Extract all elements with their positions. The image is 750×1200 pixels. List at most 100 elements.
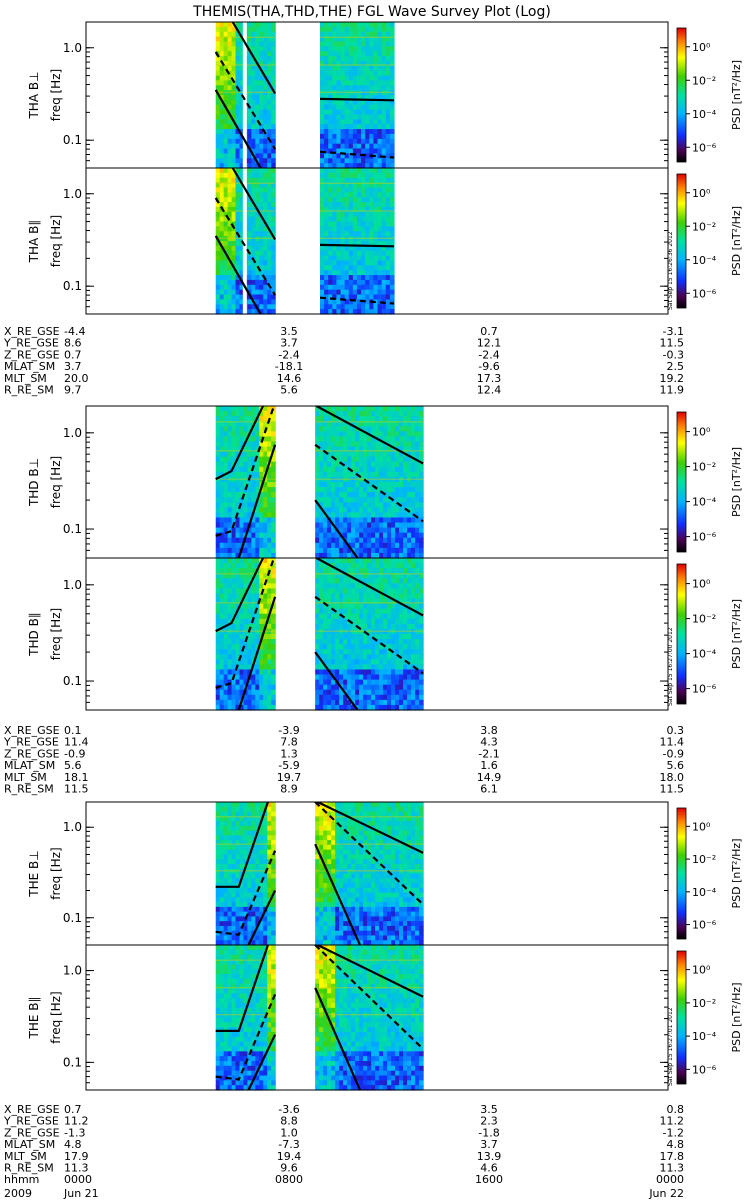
spectrogram-interval (215, 945, 276, 1091)
ephemeris-value: 14.9 (477, 771, 502, 784)
ephemeris-row-name: X_RE_GSE (4, 1103, 60, 1116)
ephemeris-value: 0.7 (480, 325, 498, 338)
ephemeris-value: 17.8 (660, 1150, 685, 1163)
colorbar-label: PSD [nT²/Hz] (730, 599, 743, 669)
colorbar-tick-label: 10⁻² (692, 220, 716, 233)
ephemeris-row-name: MLT_SM (4, 1150, 47, 1163)
spectrogram-interval (215, 168, 276, 315)
curve-dashed_a (215, 558, 275, 689)
generation-timestamp: Sat Sep 15 16:26:36 2012 (667, 231, 674, 310)
ephemeris-value: 9.7 (64, 384, 82, 397)
y-tick-label: 1.0 (63, 820, 82, 834)
panel-frame (85, 944, 669, 1091)
ephemeris-value: -18.1 (275, 360, 303, 373)
ephemeris-value: 5.6 (667, 759, 685, 772)
colorbar-tick-label: 10⁻² (692, 613, 716, 626)
curve-dashed_c (314, 945, 424, 1050)
ephemeris-value: -2.4 (478, 348, 499, 361)
ephemeris-value: 3.7 (480, 1138, 498, 1151)
ephemeris-value: 4.6 (480, 1162, 498, 1175)
colorbar-tick-label: 10⁻⁴ (692, 1030, 717, 1043)
figure-title: THEMIS(THA,THD,THE) FGL Wave Survey Plot… (192, 4, 551, 20)
curve-lower_c (314, 987, 362, 1090)
ephemeris-value: 19.7 (277, 771, 302, 784)
ephemeris-value: 20.0 (64, 372, 89, 385)
spectrogram-interval (215, 802, 276, 946)
curve-lower_c (314, 843, 362, 945)
panel-frame (85, 167, 669, 315)
ephemeris-row-name: MLAT_SM (4, 759, 55, 772)
curve-solid_lower (214, 235, 262, 314)
ephemeris-value: 11.2 (660, 1115, 685, 1128)
ephemeris-value: 3.8 (480, 724, 498, 737)
spectrogram-panel-thd-par: 0.1 1.0 THD B∥ freq [Hz] 10⁰ 10⁻² 10⁻⁴ 10⁻⁶ PSD … (27, 557, 743, 711)
freq-axis-label: freq [Hz] (49, 215, 63, 267)
ephemeris-value: 11.4 (660, 736, 685, 749)
ephemeris-value: -0.9 (64, 747, 85, 760)
colorbar-tick-label: 10⁻⁴ (692, 496, 717, 509)
ephemeris-value: 9.6 (280, 1162, 298, 1175)
colorbar-tick-label: 10⁰ (692, 187, 711, 200)
curve-solid_a (215, 558, 264, 633)
ephemeris-value: 3.7 (280, 337, 298, 350)
colorbar-tick-label: 10⁻⁴ (692, 886, 717, 899)
freq-axis-label: freq [Hz] (49, 847, 63, 899)
ephemeris-value: 0.1 (64, 724, 82, 737)
ephemeris-value: 5.6 (64, 759, 82, 772)
y-tick-label: 1.0 (63, 187, 82, 201)
spectrogram-interval (315, 558, 424, 711)
colorbar-tick-label: 10⁻⁴ (692, 108, 717, 121)
spectrogram-interval (320, 22, 395, 169)
y-tick-label: 1.0 (63, 41, 82, 55)
curve-solid_upper (231, 168, 277, 241)
ephemeris-value: 0000 (64, 1173, 92, 1186)
colorbar (676, 27, 687, 163)
ephemeris-value: 1.6 (480, 759, 498, 772)
ephemeris-value: 7.8 (280, 736, 298, 749)
ephemeris-value: -5.9 (278, 759, 299, 772)
colorbar-label: PSD [nT²/Hz] (730, 447, 743, 517)
colorbar-label: PSD [nT²/Hz] (730, 982, 743, 1052)
frequency-curves (215, 802, 424, 945)
colorbar-tick-label: 10⁻² (692, 461, 716, 474)
ephemeris-value: -0.3 (663, 348, 684, 361)
frequency-curves (214, 22, 395, 168)
ephemeris-value: -1.8 (478, 1126, 499, 1139)
ephemeris-row-name: Y_RE_GSE (3, 736, 59, 749)
y-tick-label: 0.1 (63, 911, 82, 925)
spectrogram-interval (320, 168, 395, 315)
colorbar-tick-label: 10⁻⁶ (692, 531, 717, 544)
ephemeris-value: -4.4 (64, 325, 85, 338)
ephemeris-value: 0000 (656, 1173, 684, 1186)
ephemeris-value: 1.0 (280, 1126, 298, 1139)
ephemeris-value: 4.8 (667, 1138, 685, 1151)
year-label: 2009 (4, 1187, 32, 1200)
spectrogram-panel-tha-par: 0.1 1.0 THA B∥ freq [Hz] 10⁰ 10⁻² 10⁻⁴ 10⁻⁶ PSD … (27, 167, 743, 315)
curve-solid_c (315, 558, 424, 617)
ephemeris-value: -3.9 (278, 724, 299, 737)
ephemeris-row-name: Z_RE_GSE (4, 348, 60, 361)
ephemeris-value: 11.3 (660, 1162, 685, 1175)
ephemeris-value: 11.5 (64, 783, 89, 796)
generation-timestamp: Sat Sep 15 16:27:01 2012 (667, 1007, 674, 1086)
curve-solid_b (237, 596, 277, 710)
ephemeris-value: 11.5 (660, 783, 685, 796)
ephemeris-value: 14.6 (277, 372, 302, 385)
curve-alt_solid (319, 243, 395, 248)
ephemeris-row-name: MLT_SM (4, 771, 47, 784)
colorbar-tick-label: 10⁻⁶ (692, 919, 717, 932)
ephemeris-value: 2.5 (667, 360, 685, 373)
spectrogram-panel-thd-perp: 0.1 1.0 THD B⊥ freq [Hz] 10⁰ 10⁻² 10⁻⁴ 10⁻⁶ PSD … (27, 405, 743, 559)
ephemeris-value: 12.1 (477, 337, 502, 350)
curve-alt_dashed (319, 296, 395, 305)
colorbar-label: PSD [nT²/Hz] (730, 206, 743, 276)
colorbar (676, 411, 687, 553)
ephemeris-value: 4.8 (64, 1138, 82, 1151)
ephemeris-value: 8.9 (280, 783, 298, 796)
colorbar (676, 950, 687, 1085)
colorbar-tick-label: 10⁰ (692, 820, 711, 833)
ephemeris-value: 18.0 (660, 771, 685, 784)
ephemeris-row-name: Z_RE_GSE (4, 1126, 60, 1139)
ephemeris-value: -9.6 (478, 360, 499, 373)
